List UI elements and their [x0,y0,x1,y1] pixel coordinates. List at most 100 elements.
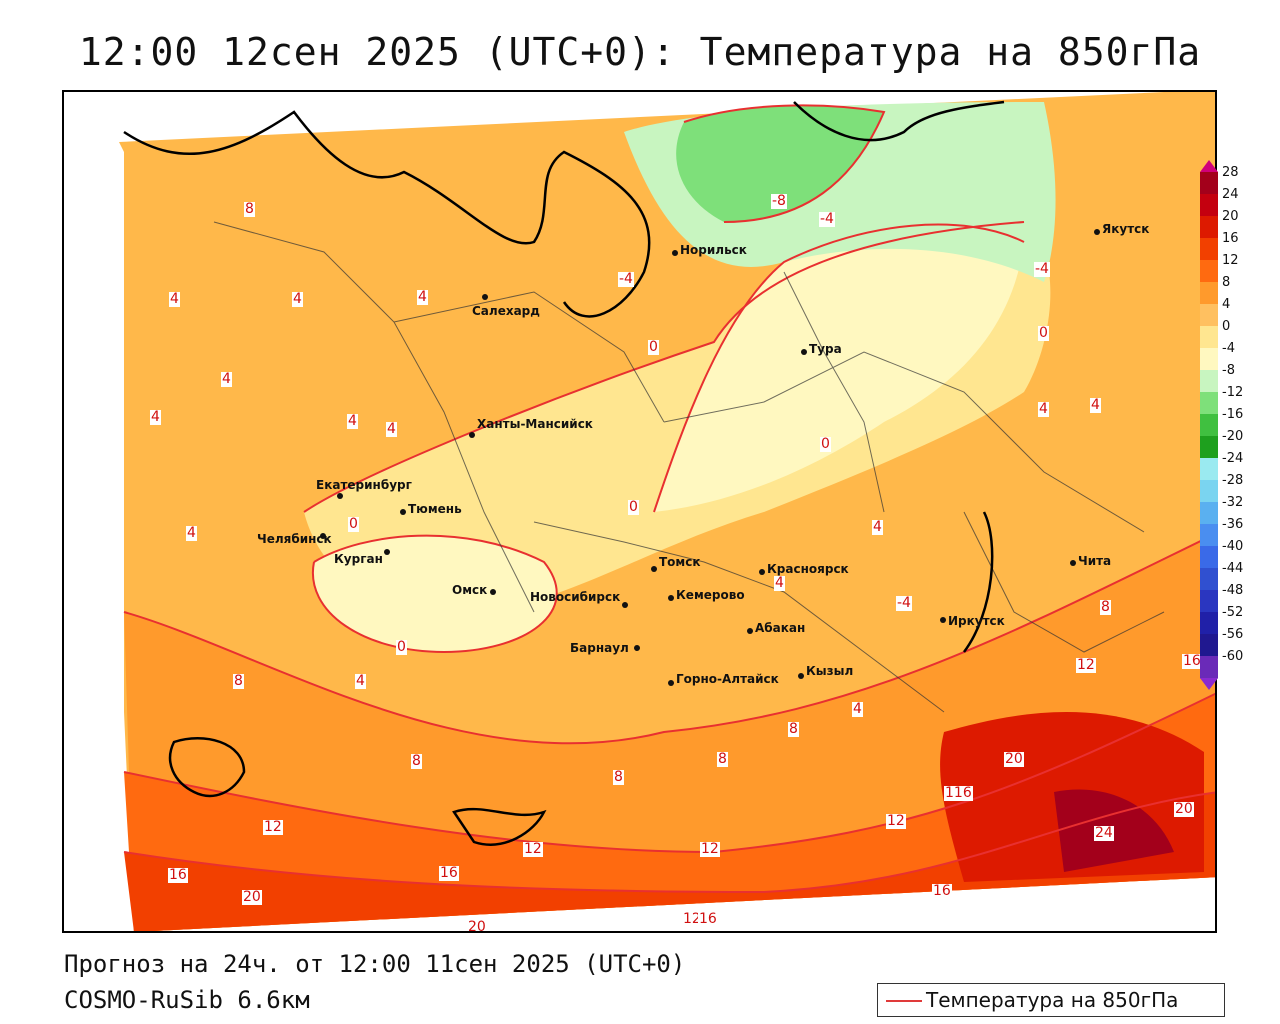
contour-label: 8 [233,673,244,689]
city-marker [400,509,406,515]
colorbar-top-arrow [1200,160,1218,172]
contour-label: 12 [523,841,543,857]
city-label: Кемерово [676,588,745,602]
legend-label: Температура на 850гПа [926,988,1179,1012]
colorbar-swatch [1200,370,1218,393]
forecast-info: Прогноз на 24ч. от 12:00 11сен 2025 (UTC… [64,950,686,978]
city-label: Ханты-Мансийск [477,417,593,431]
city-marker [668,680,674,686]
contour-label: 12 [1076,657,1096,673]
colorbar-swatch [1200,216,1218,239]
contour-label: 8 [244,201,255,217]
contour-label: 24 [1094,825,1114,841]
colorbar-tick-label: -4 [1222,341,1235,356]
city-label: Красноярск [767,562,849,576]
city-label: Горно-Алтайск [676,672,779,686]
colorbar-swatch [1200,524,1218,547]
contour-label: 4 [1090,397,1101,413]
contour-label: 0 [348,516,359,532]
city-marker [622,602,628,608]
contour-label: 4 [292,291,303,307]
admin-borders [213,221,1165,713]
colorbar-tick-label: -24 [1222,451,1244,466]
colorbar-swatch [1200,348,1218,371]
contour-label: 12 [700,841,720,857]
city-marker [634,645,640,651]
colorbar-swatch [1200,612,1218,635]
colorbar-tick-label: 12 [1222,253,1239,268]
zone-0 [654,224,1024,512]
colorbar-swatch [1200,590,1218,613]
contour-label: -8 [771,193,787,209]
contour-label: 16 [698,911,718,927]
colorbar-swatch [1200,502,1218,525]
map-canvas [119,92,1215,931]
colorbar-swatch [1200,436,1218,459]
colorbar-tick-label: -60 [1222,649,1244,664]
colorbar-swatch [1200,414,1218,437]
city-label: Иркутск [948,614,1005,628]
colorbar-tick-label: 4 [1222,297,1231,312]
contour-label: 4 [872,519,883,535]
contour-label: 0 [648,339,659,355]
city-marker [337,493,343,499]
city-label: Тура [809,342,842,356]
colorbar-tick-label: -40 [1222,539,1244,554]
contour-label: 0 [1038,325,1049,341]
city-label: Омск [452,583,488,597]
city-label: Абакан [755,621,806,635]
contour-label: 4 [774,575,785,591]
contour-label: -4 [618,271,634,287]
temperature-map: 8 4 4 4 4 4 4 4 0 0 0 0 0 -4 -4 -4 -8 0 … [62,90,1217,933]
colorbar-tick-label: -52 [1222,605,1244,620]
contour-label: 20 [467,919,487,933]
contour-label: 20 [1004,751,1024,767]
city-marker [469,432,475,438]
contour-label: 12 [682,911,702,927]
contour-label: 8 [1100,599,1111,615]
legend: Температура на 850гПа [877,983,1225,1017]
zone-16 [124,792,1215,931]
city-marker [940,617,946,623]
colorbar-tick-label: 0 [1222,319,1231,334]
contour-label: 12 [263,819,283,835]
city-marker [490,589,496,595]
contour-label: 16 [168,867,188,883]
city-marker [798,673,804,679]
city-label: Тюмень [408,502,462,516]
city-label: Челябинск [257,532,332,546]
city-label: Курган [334,552,383,566]
city-marker [384,549,390,555]
contour-label: 4 [355,673,366,689]
contour-label: 8 [788,721,799,737]
city-marker [1070,560,1076,566]
city-label: Норильск [680,243,747,257]
map-title: 12:00 12сен 2025 (UTC+0): Температура на… [78,30,1202,74]
contour-label: 4 [417,289,428,305]
colorbar-tick-label: 24 [1222,187,1239,202]
city-marker [1094,229,1100,235]
contour-label: 4 [347,413,358,429]
colorbar-tick-label: -32 [1222,495,1244,510]
contour-label: -4 [819,211,835,227]
contour-label: 0 [820,436,831,452]
colorbar-swatch [1200,172,1218,195]
contour-label: 8 [411,753,422,769]
colorbar-tick-label: -28 [1222,473,1244,488]
contour-label: 4 [386,421,397,437]
colorbar-tick-label: -12 [1222,385,1244,400]
colorbar-tick-label: 16 [1222,231,1239,246]
colorbar-tick-label: -8 [1222,363,1235,378]
contour-label: 20 [242,889,262,905]
city-label: Новосибирск [530,590,621,604]
colorbar-swatch [1200,656,1218,679]
city-label: Салехард [472,304,540,318]
colorbar-swatch [1200,282,1218,305]
colorbar-swatch [1200,458,1218,481]
contour-label: 4 [221,371,232,387]
colorbar-tick-label: -48 [1222,583,1244,598]
colorbar-swatch [1200,480,1218,503]
colorbar-tick-label: 28 [1222,165,1239,180]
colorbar [1200,160,1218,690]
city-marker [759,569,765,575]
